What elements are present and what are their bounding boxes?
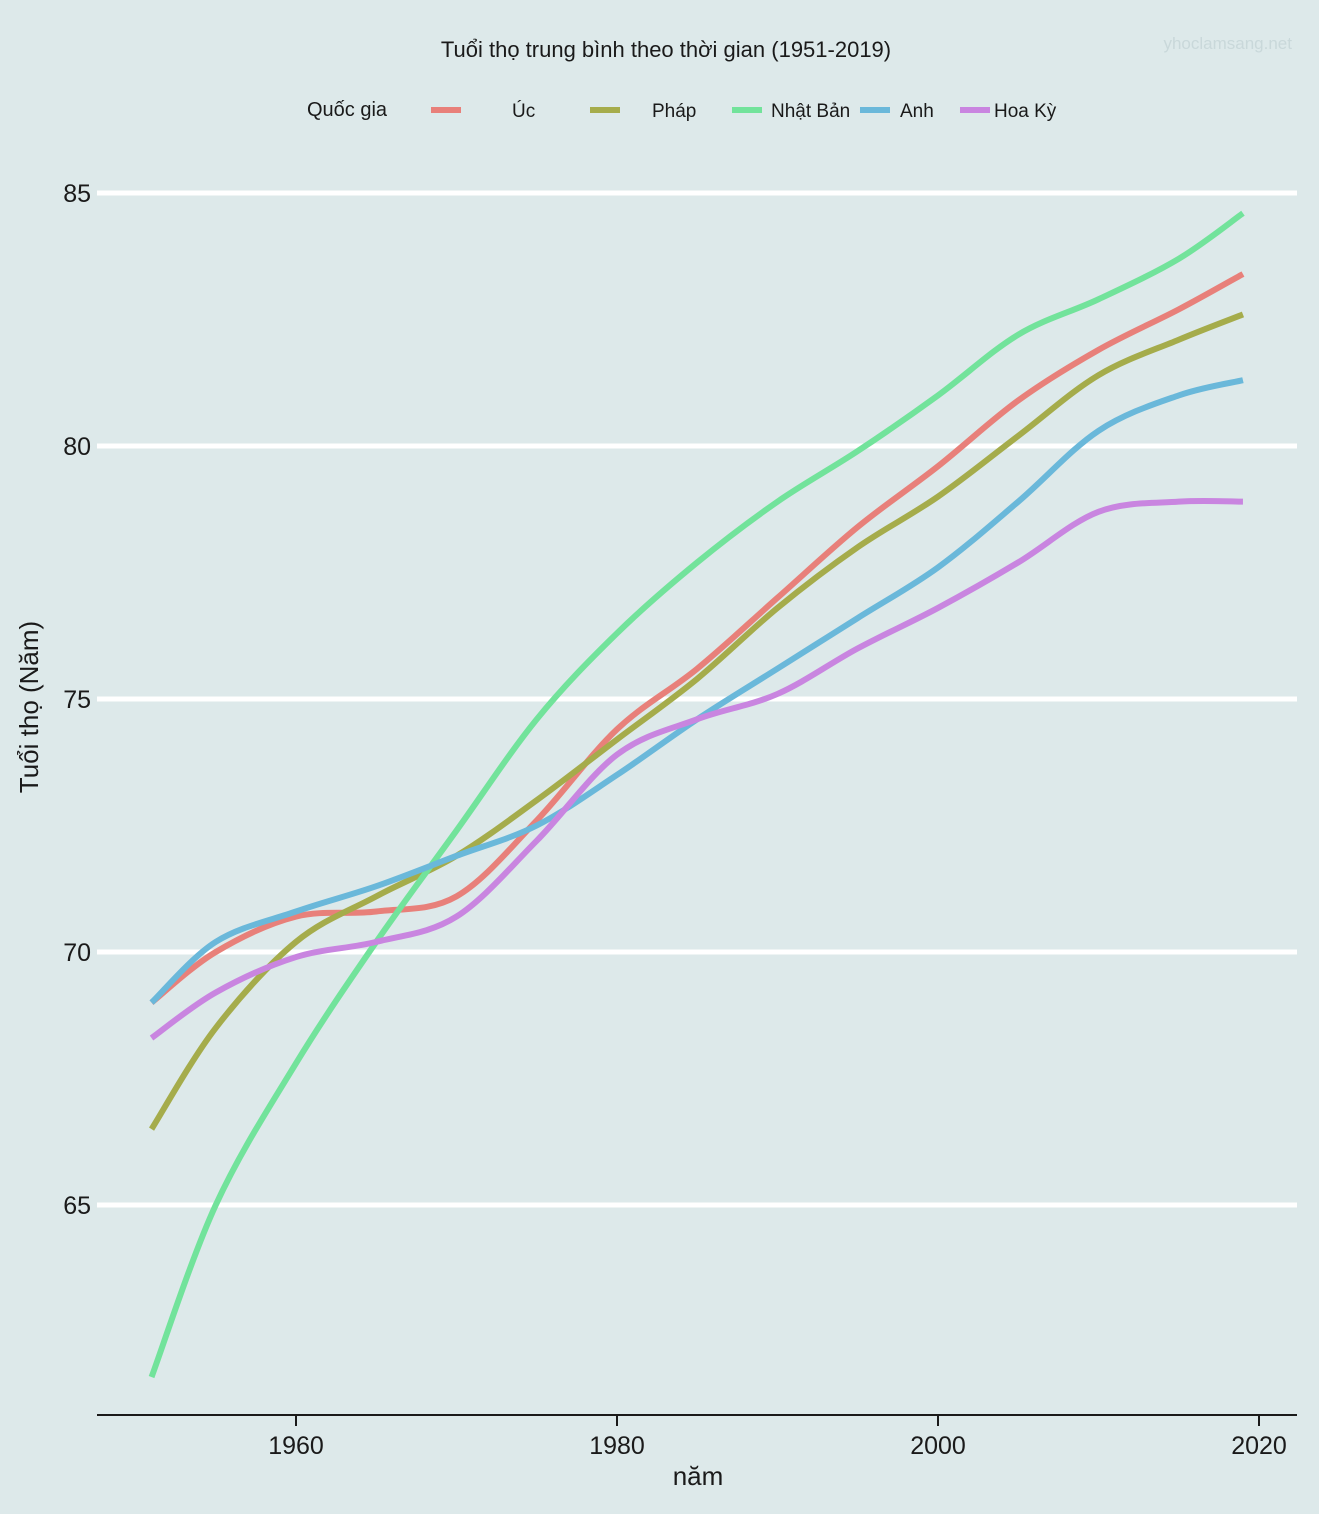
legend-label-4: Hoa Kỳ: [994, 101, 1057, 122]
x-tick-label: 1960: [268, 1432, 324, 1460]
y-tick-label: 80: [63, 433, 91, 461]
legend-label-1: Pháp: [652, 101, 696, 122]
x-tick-label: 2020: [1231, 1432, 1287, 1460]
series-line-1: [149, 311, 1245, 1131]
legend-label-0: Úc: [512, 100, 535, 122]
series-line-4: [149, 497, 1243, 1041]
watermark: yhoclamsang.net: [1163, 34, 1292, 53]
series-lines: [148, 210, 1245, 1379]
chart-title: Tuổi thọ trung bình theo thời gian (1951…: [441, 37, 891, 62]
legend: Quốc gia Úc Pháp Nhật Bản Anh Hoa Kỳ: [307, 99, 1057, 122]
y-tick-label: 70: [63, 939, 91, 967]
x-tick-label: 2000: [910, 1432, 966, 1460]
gridlines: [97, 190, 1297, 1208]
y-tick-label: 75: [63, 686, 91, 714]
y-axis-ticks: 65 70 75 80 85: [63, 180, 91, 1220]
legend-title: Quốc gia: [307, 99, 388, 121]
x-axis-label: năm: [673, 1461, 724, 1491]
y-tick-label: 65: [63, 1192, 91, 1220]
x-tick-label: 1980: [589, 1432, 645, 1460]
y-tick-label: 85: [63, 180, 91, 208]
y-axis-label: Tuổi thọ (Năm): [14, 621, 44, 793]
series-line-2: [148, 210, 1245, 1379]
legend-label-3: Anh: [900, 101, 934, 122]
series-line-0: [149, 271, 1245, 1005]
legend-label-2: Nhật Bản: [771, 101, 850, 122]
x-axis-ticks: 1960 1980 2000 2020: [268, 1415, 1287, 1460]
series-line-3: [149, 377, 1244, 1005]
